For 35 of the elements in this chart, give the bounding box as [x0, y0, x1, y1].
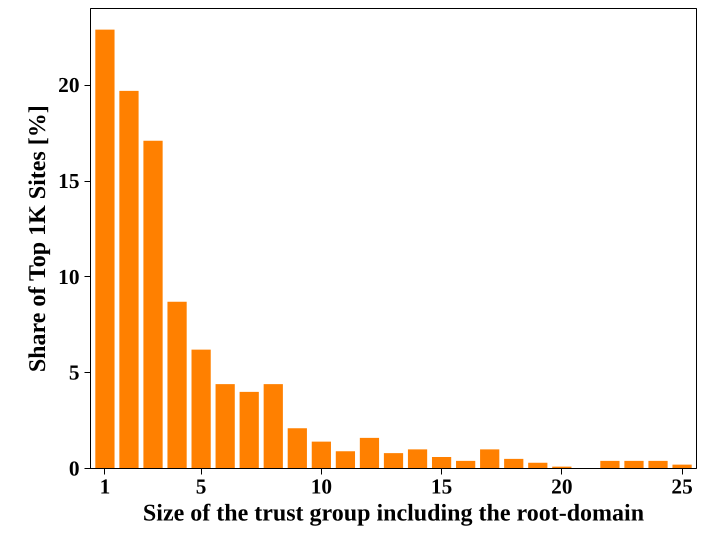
bar: [288, 428, 307, 468]
bar: [240, 392, 259, 468]
x-tick-label: 10: [310, 474, 332, 498]
y-tick-label: 15: [58, 169, 80, 193]
bar: [408, 449, 428, 468]
bar: [167, 302, 187, 468]
y-tick-label: 10: [58, 264, 80, 289]
x-axis-title: Size of the trust group including the root-domain: [142, 500, 644, 526]
x-tick-label: 20: [551, 474, 572, 498]
bar: [119, 90, 139, 468]
bar: [360, 438, 380, 468]
x-tick-label: 5: [196, 474, 206, 498]
bar: [600, 460, 620, 468]
bar: [432, 457, 452, 468]
y-tick-label: 5: [68, 360, 80, 385]
bar: [504, 458, 524, 468]
bar: [456, 460, 476, 468]
bar: [480, 449, 500, 468]
y-tick-label: 20: [58, 73, 80, 98]
bar: [264, 384, 283, 468]
bar: [648, 460, 668, 468]
y-axis-title: Share of Top 1K Sites [%]: [25, 105, 52, 372]
bar: [624, 460, 644, 468]
x-tick-label: 15: [430, 474, 452, 498]
bar: [384, 453, 404, 468]
bar: [192, 350, 211, 468]
x-tick-label: 1: [100, 474, 110, 498]
x-tick-label: 25: [671, 474, 693, 498]
bar: [336, 451, 356, 468]
bar: [216, 384, 235, 468]
bar: [312, 442, 331, 468]
bar: [95, 30, 115, 468]
bar: [672, 464, 692, 468]
bar: [143, 140, 163, 468]
y-tick-label: 0: [68, 456, 80, 480]
